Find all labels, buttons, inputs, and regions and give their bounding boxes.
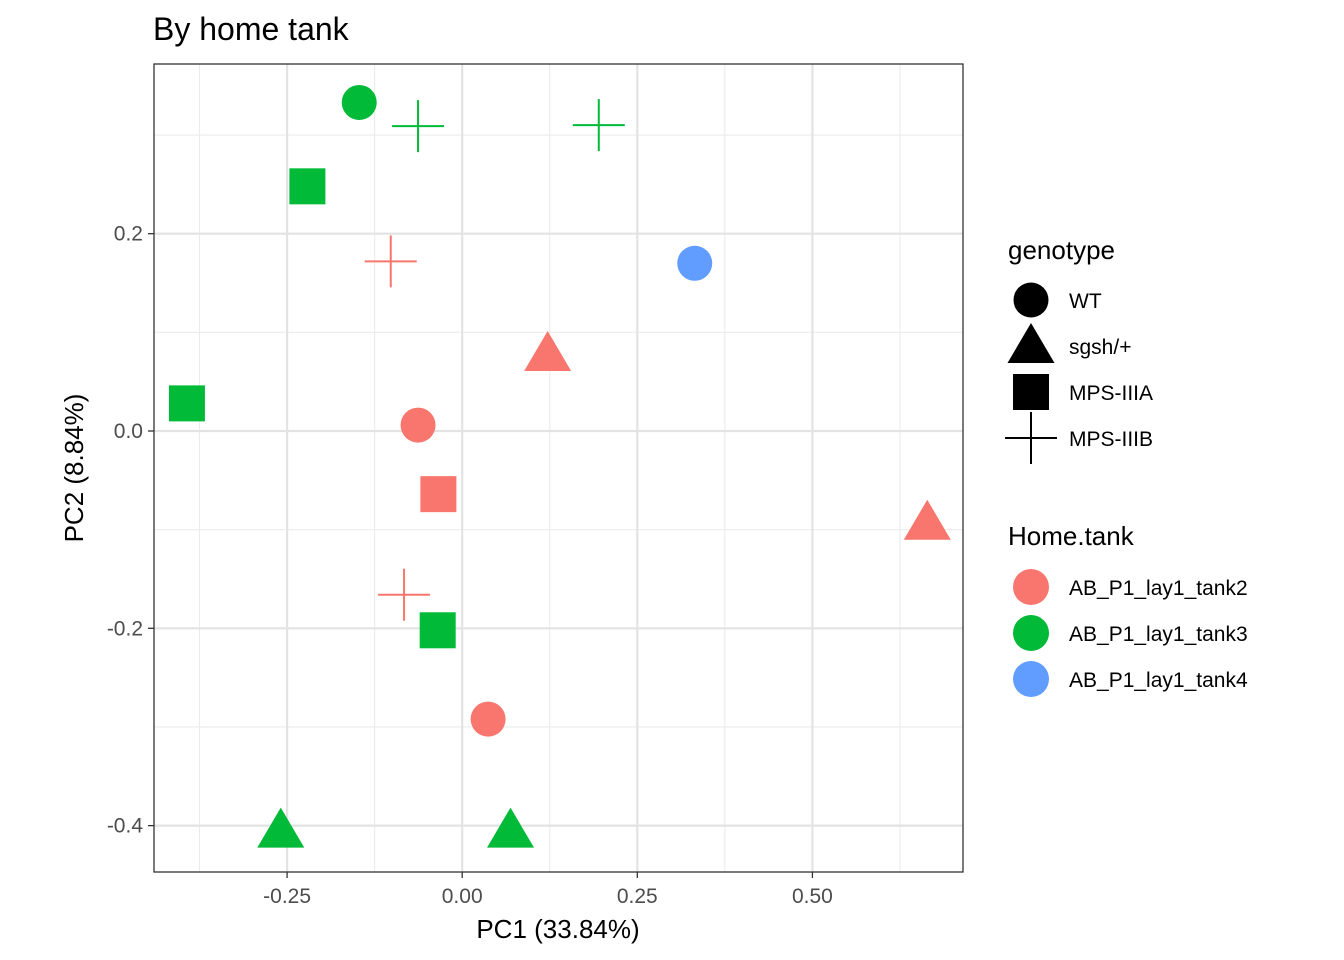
data-point-circle xyxy=(400,407,436,443)
y-tick-label: 0.0 xyxy=(114,420,143,443)
x-axis-title: PC1 (33.84%) xyxy=(476,914,639,944)
x-tick-label: 0.00 xyxy=(442,885,483,908)
data-point-triangle xyxy=(524,331,572,372)
genotype-legend-title: genotype xyxy=(1008,235,1115,265)
data-point-triangle xyxy=(903,499,951,540)
plot-panel-border xyxy=(153,63,964,873)
plot-panel-background xyxy=(154,64,963,872)
data-point-plus xyxy=(572,99,625,152)
legend-key-triangle xyxy=(1007,323,1055,363)
legend-key-color xyxy=(1013,569,1049,605)
x-axis-ticks: -0.25 0.00 0.25 0.50 xyxy=(263,872,833,908)
legend-key-circle xyxy=(1013,282,1049,318)
data-points xyxy=(168,84,951,848)
y-tick-label: -0.4 xyxy=(107,815,144,838)
data-point-triangle xyxy=(257,807,305,848)
home-tank-legend-label: AB_P1_lay1_tank2 xyxy=(1069,577,1248,600)
data-point-square xyxy=(168,385,205,422)
home-tank-legend: Home.tank AB_P1_lay1_tank2 AB_P1_lay1_tan… xyxy=(1008,521,1248,697)
data-point-triangle xyxy=(487,807,535,848)
data-point-circle xyxy=(677,245,713,281)
legend-key-square xyxy=(1013,374,1049,410)
genotype-legend: genotype WT sgsh/+ MPS-IIIA MPS-IIIB xyxy=(1005,235,1153,464)
home-tank-legend-label: AB_P1_lay1_tank3 xyxy=(1069,623,1248,646)
y-tick-label: -0.2 xyxy=(107,617,143,640)
grid-minor xyxy=(154,64,963,872)
home-tank-legend-title: Home.tank xyxy=(1008,521,1135,551)
data-point-plus xyxy=(364,235,417,288)
legend-key-color xyxy=(1013,615,1049,651)
y-axis-title: PC2 (8.84%) xyxy=(59,394,89,543)
data-point-square xyxy=(289,168,326,205)
data-point-square xyxy=(420,476,457,513)
data-point-plus xyxy=(378,568,431,621)
genotype-legend-label: sgsh/+ xyxy=(1069,336,1131,359)
genotype-legend-label: MPS-IIIA xyxy=(1069,382,1153,405)
chart-title: By home tank xyxy=(153,11,350,47)
y-tick-label: 0.2 xyxy=(114,223,143,246)
legend-key-color xyxy=(1013,661,1049,697)
data-point-square xyxy=(419,612,456,649)
data-point-circle xyxy=(341,84,377,120)
home-tank-legend-label: AB_P1_lay1_tank4 xyxy=(1069,669,1248,692)
x-tick-label: 0.50 xyxy=(792,885,833,908)
x-tick-label: 0.25 xyxy=(617,885,658,908)
genotype-legend-label: MPS-IIIB xyxy=(1069,428,1153,451)
genotype-legend-label: WT xyxy=(1069,290,1102,313)
x-tick-label: -0.25 xyxy=(263,885,311,908)
data-point-plus xyxy=(392,100,445,153)
legend-key-plus xyxy=(1005,412,1057,464)
data-point-circle xyxy=(470,701,506,737)
y-axis-ticks: -0.4 -0.2 0.0 0.2 xyxy=(107,223,154,838)
